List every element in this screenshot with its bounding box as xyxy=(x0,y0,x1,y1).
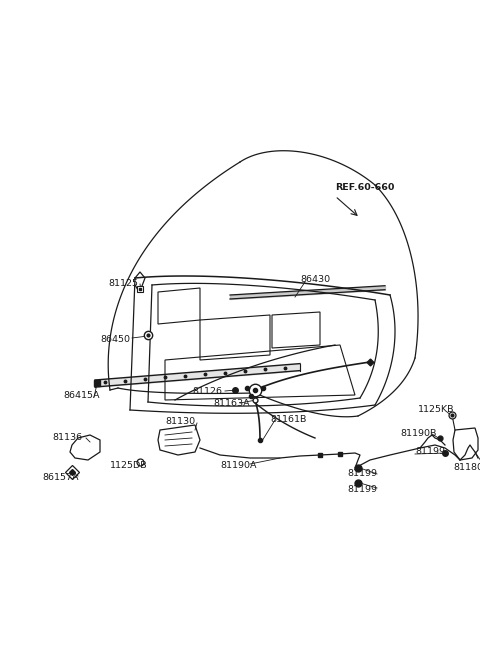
Text: 81199: 81199 xyxy=(347,485,377,493)
Text: 86450: 86450 xyxy=(100,335,130,345)
Text: 81199: 81199 xyxy=(347,470,377,479)
Text: 86157A: 86157A xyxy=(42,472,79,481)
Text: 86430: 86430 xyxy=(300,276,330,284)
Text: 81199: 81199 xyxy=(415,447,445,457)
Text: 81136: 81136 xyxy=(52,434,82,443)
Text: 81163A: 81163A xyxy=(213,400,250,409)
Text: 81130: 81130 xyxy=(165,417,195,426)
Text: 81161B: 81161B xyxy=(270,415,306,424)
Text: REF.60-660: REF.60-660 xyxy=(335,183,395,193)
Text: 1125KB: 1125KB xyxy=(418,405,455,415)
Text: 81125: 81125 xyxy=(108,278,138,288)
Text: 81180: 81180 xyxy=(453,464,480,472)
Text: 1125DB: 1125DB xyxy=(110,460,148,470)
Text: 81190B: 81190B xyxy=(400,428,436,438)
Text: 81126: 81126 xyxy=(192,388,222,396)
Text: 86415A: 86415A xyxy=(63,392,99,400)
Text: 81190A: 81190A xyxy=(220,460,256,470)
